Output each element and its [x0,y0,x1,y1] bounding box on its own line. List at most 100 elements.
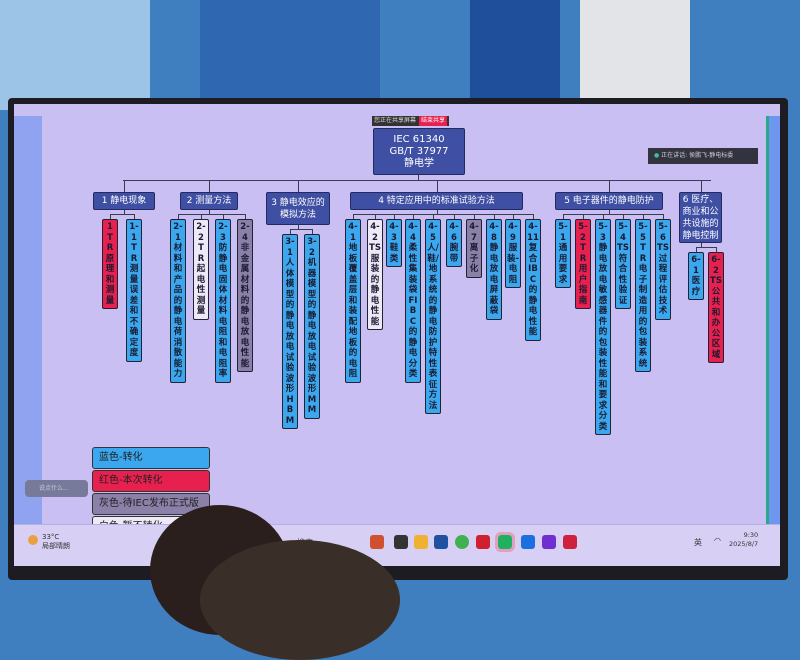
microphone-icon: ● [654,152,660,159]
store-icon[interactable] [434,535,448,549]
connector-line [696,247,697,252]
leaf-node: 5-3 静电放电敏感器件的包装性能和要求分类 [595,219,611,435]
connector-line [663,214,664,219]
connector-line [436,180,438,192]
app-icon[interactable] [542,535,556,549]
clock-time: 9:30 [743,531,759,539]
connector-line [290,229,291,234]
connector-line [474,214,475,219]
clock-date: 2025/8/7 [729,540,759,548]
connector-line [643,214,644,219]
leaf-node: 4-2 TS 服装的静电性能 [367,219,383,330]
connector-line [609,180,610,192]
connector-line [563,214,663,215]
connector-line [124,180,125,192]
root-line: GB/T 37977 [389,145,449,157]
left-panel [14,116,42,526]
wall [470,0,560,110]
leaf-node: 4-3 鞋类 [386,219,402,267]
leaf-node: 5-5 TR 电子制造用的包装系统 [635,219,651,372]
root-line: 静电学 [404,157,434,169]
legend-item: 红色-本次转化 [92,470,210,492]
leaf-node: 4-4 柔性集装袋 FIBC 的静电分类 [405,219,421,383]
audience-head [200,540,400,660]
taskbar: 33°C 局部晴朗 ⌕ 搜索 英 ◠ 9:30 2025/8/7 [14,524,780,566]
connector-line [201,214,202,219]
connector-line [110,214,111,219]
speaker-indicator: ● 正在讲话: 侯鹏飞-静电标委 [648,148,758,164]
connector-line [583,214,584,219]
connector-line [298,225,299,229]
connector-line [312,229,313,234]
chat-widget[interactable]: 说点什么... [25,480,88,497]
root-node: IEC 61340 GB/T 37977 静电学 [373,128,465,175]
meeting-icon[interactable] [521,535,535,549]
connector-line [394,214,395,219]
connector-line [418,175,419,181]
share-bar: 您正在共享屏幕 结束共享 [372,116,450,126]
connector-line [716,247,717,252]
connector-line [563,214,564,219]
connector-line [245,214,246,219]
connector-line [513,214,514,219]
weather-widget[interactable]: 33°C 局部晴朗 [28,533,70,551]
connector-line [134,214,135,219]
category-node: 2 测量方法 [180,192,238,210]
connector-line [494,214,495,219]
stop-share-button[interactable]: 结束共享 [419,116,448,126]
connector-line [209,210,210,214]
leaf-node: 4-5 人/鞋/地系统的静电防护特性表征方法 [425,219,441,414]
connector-line [353,214,354,219]
leaf-node: 5-1 通用要求 [555,219,571,288]
leaf-node: 2-3 防静电固体材料电阻和电阻率 [215,219,231,383]
wall [0,0,150,110]
wps-icon[interactable] [476,535,490,549]
leaf-node: 4-7 离子化 [466,219,482,278]
connector-line [700,243,702,247]
weather-temp: 33°C [42,533,60,541]
weather-icon [28,535,38,545]
leaf-node: 5-6 TS 过程评估技术 [655,219,671,320]
root-line: IEC 61340 [393,133,445,145]
legend-item: 蓝色-转化 [92,447,210,469]
leaf-node: 4-11 复合 IBC 的静电性能 [525,219,541,341]
category-node: 3 静电效应的模拟方法 [266,192,330,225]
screen: 您正在共享屏幕 结束共享 ● 正在讲话: 侯鹏飞-静电标委 IEC 61340 … [14,104,780,566]
connector-line [603,214,604,219]
connector-line [533,214,534,219]
ime-indicator[interactable]: 英 [694,538,702,547]
connector-line [623,214,624,219]
file-explorer-icon[interactable] [414,535,428,549]
app-icon[interactable] [370,535,384,549]
wifi-icon[interactable]: ◠ [714,536,721,545]
connector-line [375,214,376,219]
clock[interactable]: 9:30 2025/8/7 [729,531,758,549]
leaf-node: 6-2 TS 公共和办公区域 [708,252,724,363]
leaf-node: 3-2 机器模型的静电放电试验波形 MM [304,234,320,419]
leaf-node: 2-2 TR 起电性测量 [193,219,209,320]
leaf-node: 6-1 医疗 [688,252,704,300]
leaf-node: 2-1 材料和产品的静电荷消散能力 [170,219,186,383]
wechat-icon[interactable] [495,532,515,552]
leaf-node: 2-4 非金属材料的静电放电性能 [237,219,253,372]
chat-placeholder: 说点什么... [39,485,69,492]
connector-line [123,180,711,181]
connector-line [290,229,312,230]
share-status: 您正在共享屏幕 [374,117,417,124]
leaf-node: 5-4 TS 符合性验证 [615,219,631,309]
leaf-node: 4-8 静电放电屏蔽袋 [486,219,502,320]
leaf-node: 3-1 人体模型的静电放电试验波形 HBM [282,234,298,429]
weather-desc: 局部晴朗 [42,542,70,550]
connector-line [124,210,125,214]
app-icon[interactable] [563,535,577,549]
category-node: 6 医疗、商业和公共设施的静电控制 [679,192,722,243]
browser-icon[interactable] [455,535,469,549]
app-icon[interactable] [394,535,408,549]
connector-line [178,214,245,215]
leaf-node: 5-2 TR 用户指南 [575,219,591,309]
connector-line [609,210,610,214]
connector-line [433,214,434,219]
right-panel [766,116,780,526]
category-node: 1 静电现象 [93,192,155,210]
category-node: 5 电子器件的静电防护 [555,192,663,210]
